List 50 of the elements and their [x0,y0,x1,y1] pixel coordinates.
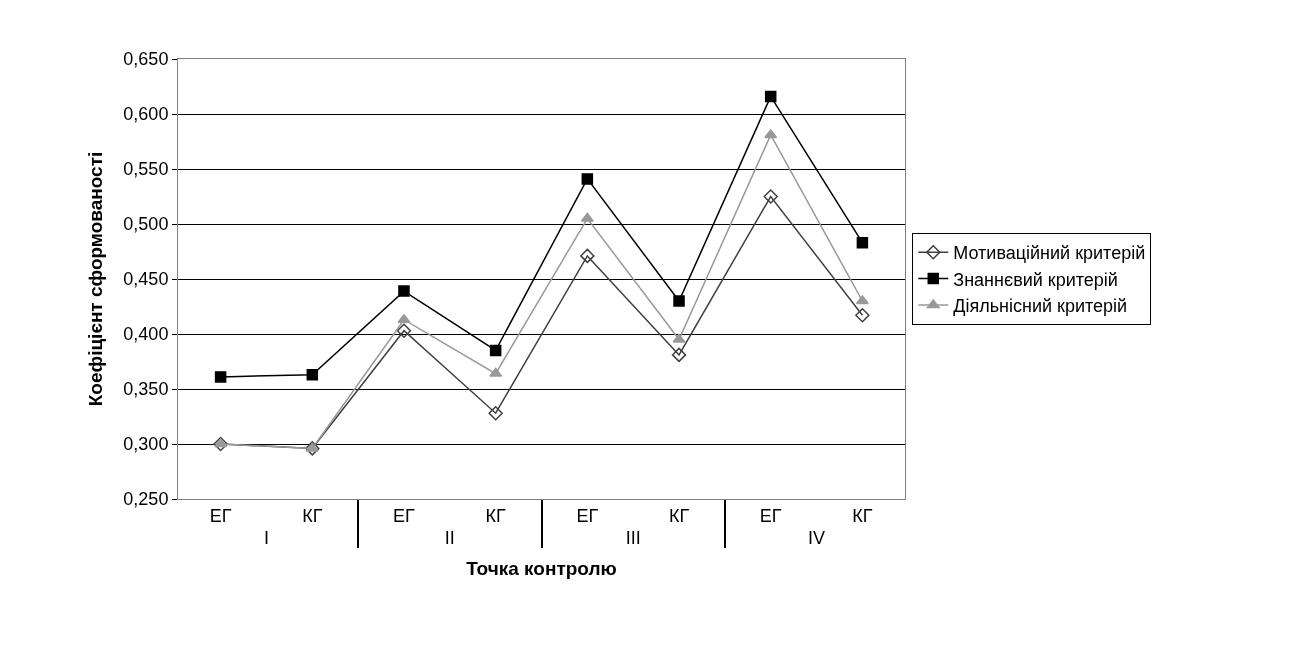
y-tick-label: 0,350 [123,379,169,400]
text: I [263,527,269,548]
point [764,129,778,139]
y-tick-label: 0,450 [123,269,169,290]
x-tick-label: ЕГ [759,505,782,526]
y-tick-label: 0,550 [123,159,169,180]
y-tick-label: 0,650 [123,49,169,70]
y-tick-label: 0,600 [123,104,169,125]
x-tick-label: ЕГ [393,505,416,526]
x-tick-label: ЕГ [209,505,232,526]
point [673,295,685,307]
point [764,90,777,103]
point [856,236,869,249]
point [489,344,502,357]
point [396,323,412,338]
legend-label: Діяльнісний критерій [953,296,1128,317]
legend-label: Мотиваційний критерій [953,243,1146,264]
x-tick-label: ЕГ [576,505,599,526]
x-tick-label: КГ [668,505,690,526]
point [214,438,228,448]
point [672,333,686,343]
y-tick-label: 0,400 [123,324,169,345]
point [305,441,320,456]
point [580,248,595,264]
legend-label: Знаннєвий критерій [953,269,1118,290]
y-tick-label: 0,250 [123,489,169,510]
point [488,405,503,421]
x-axis-title: Точка контролю [466,558,617,580]
point [855,295,869,305]
y-tick-label: 0,300 [123,434,169,455]
point [214,371,227,383]
x-tick-label: КГ [852,505,873,526]
text: IV [808,527,826,548]
point [306,368,319,381]
text: III [625,527,641,548]
point [581,173,594,185]
text: II [444,527,455,548]
x-tick-label: КГ [485,505,507,526]
point [489,367,503,377]
point [213,436,228,452]
y-tick-label: 0,500 [123,214,169,235]
point [671,347,687,363]
point [580,212,594,222]
point [305,442,319,452]
y-axis-title: Коефіцієнт сформованості [85,151,107,407]
point [398,285,410,297]
x-tick-label: КГ [302,505,323,526]
point [855,308,870,323]
point [397,313,411,323]
point [763,189,778,204]
